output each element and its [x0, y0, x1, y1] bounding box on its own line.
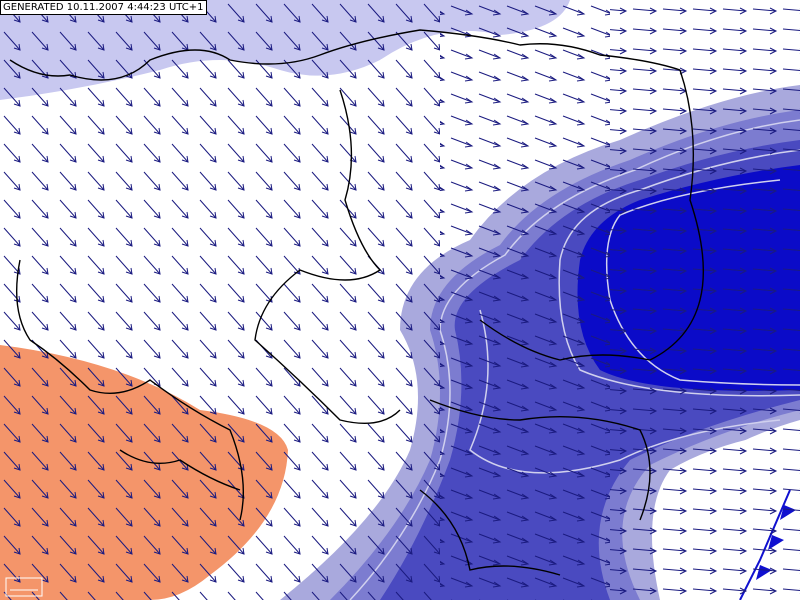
generated-timestamp: GENERATED 10.11.2007 4:44:23 UTC+1 [0, 0, 207, 15]
legend-icon [5, 577, 43, 597]
borders [9, 29, 705, 576]
